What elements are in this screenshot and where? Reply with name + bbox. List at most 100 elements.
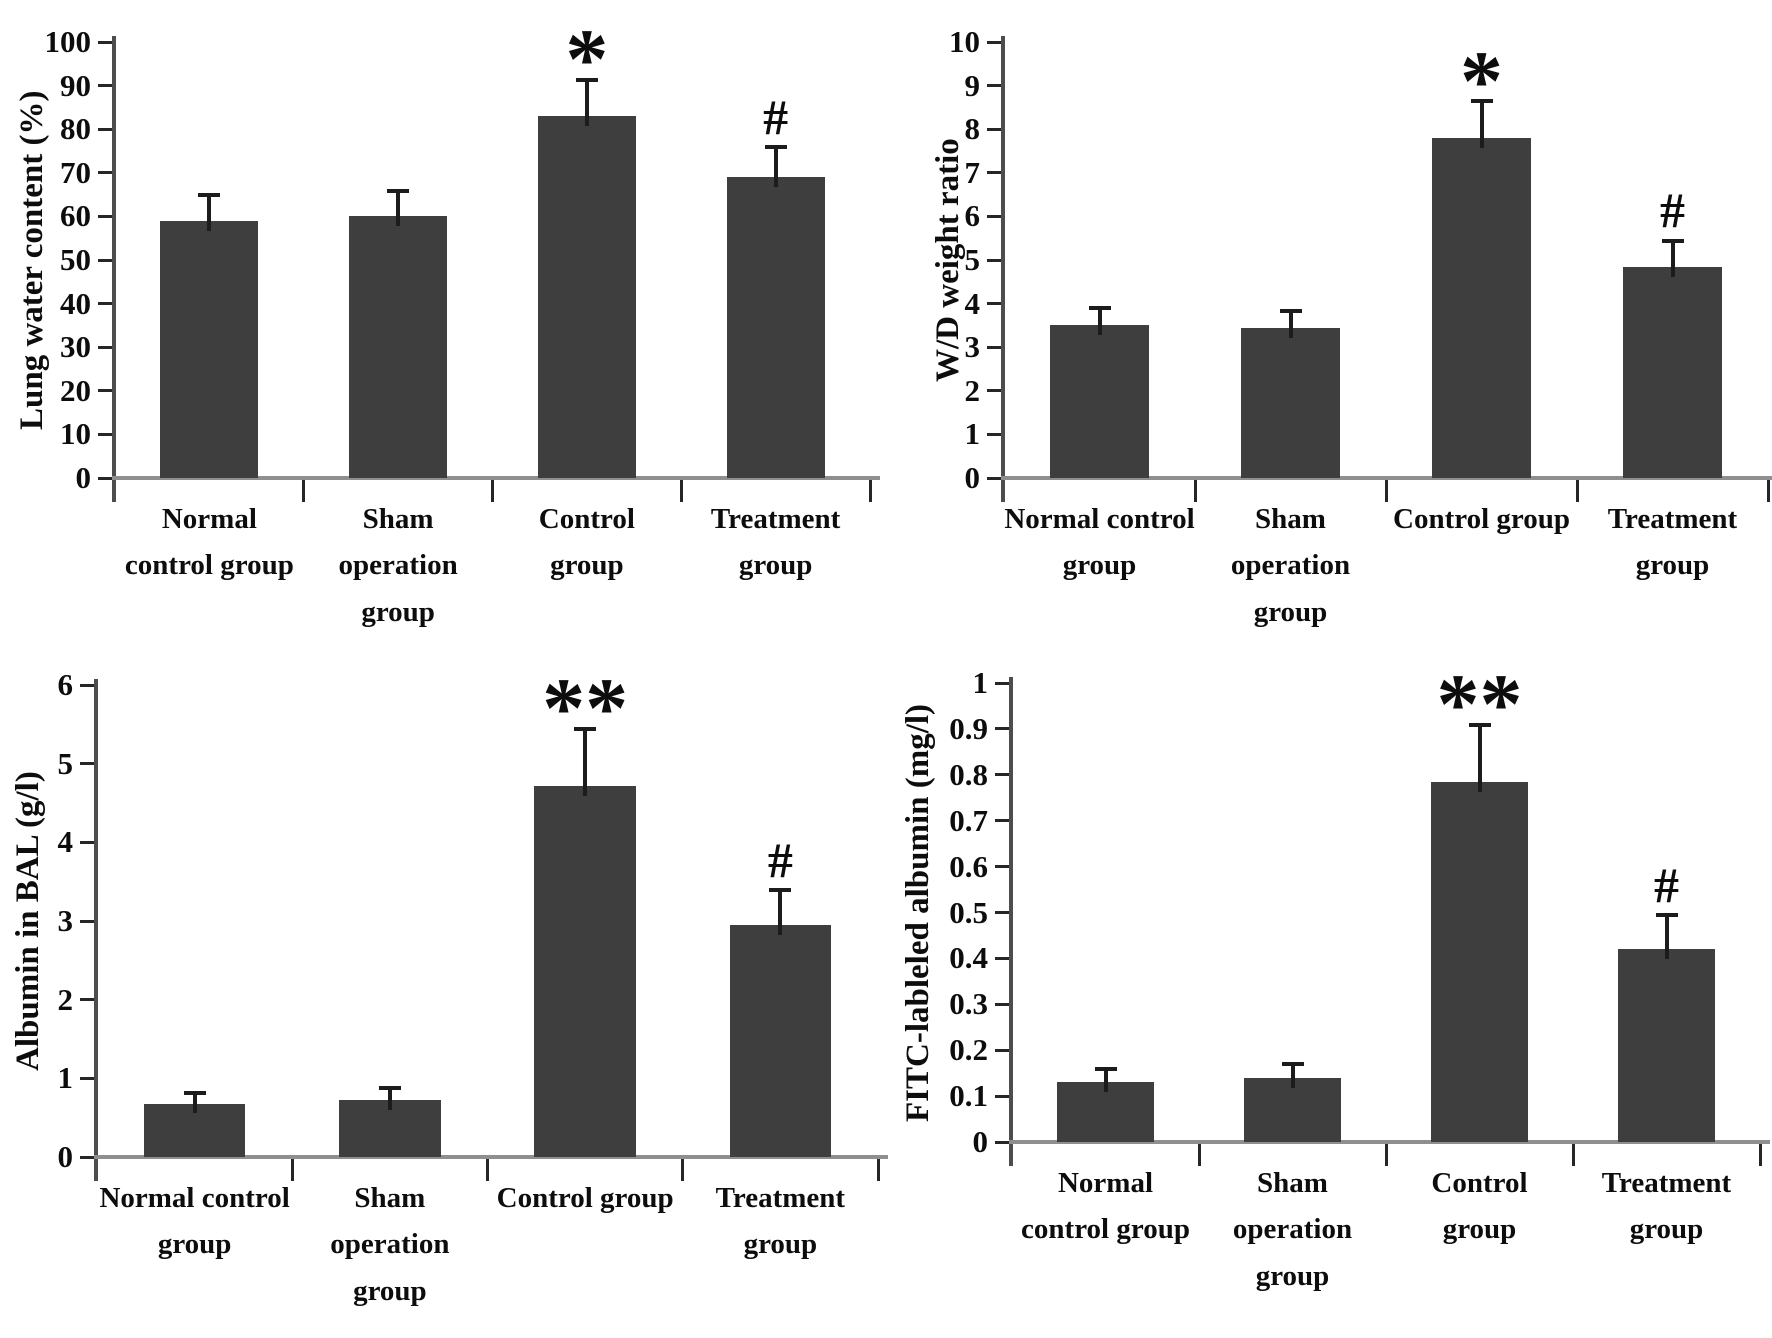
- y-tick-label: 2: [57, 981, 74, 1017]
- x-axis-labels: Normal control group Sham operation group Con…: [1012, 1142, 1760, 1299]
- y-tick-label: 10: [949, 24, 980, 59]
- bar: [1430, 781, 1529, 1142]
- x-category-line: group: [1253, 595, 1328, 628]
- x-category-label: Normal control group: [1004, 496, 1195, 635]
- y-tick: [987, 214, 1001, 218]
- significance-marker: *: [565, 11, 609, 108]
- x-category-line: operation: [330, 1228, 450, 1261]
- y-tick: [98, 258, 112, 262]
- x-category-line: Sham: [1255, 503, 1326, 535]
- error-bar: [778, 889, 783, 935]
- y-tick-label: 0.2: [949, 1032, 988, 1068]
- y-tick-label: 0.5: [949, 894, 988, 930]
- x-category-line: Treatment: [715, 1182, 846, 1214]
- y-tick: [98, 302, 112, 306]
- y-tick: [995, 956, 1009, 960]
- plot-area: 0 10 20 30 40 50 60 70 80 90 100 * #: [45, 16, 880, 502]
- y-axis-title: Lung water content (%): [14, 90, 50, 430]
- y-tick-label: 6: [964, 198, 981, 234]
- y-tick-label: 2: [964, 372, 981, 408]
- panel-lung-water-content: Lung water content (%) 0 10 20 30 40 50 60 70 80…: [0, 0, 886, 628]
- y-axis-title: W/D weight ratio: [930, 138, 966, 382]
- error-bar: [1103, 1068, 1108, 1093]
- y-tick-label: 50: [60, 242, 91, 277]
- error-bar: [207, 194, 212, 231]
- y-axis-line: [1009, 677, 1013, 1166]
- x-category-line: control group: [124, 549, 294, 582]
- x-category-line: Normal: [1057, 1167, 1154, 1199]
- x-tick: [1197, 1144, 1201, 1166]
- error-bar-cap: [387, 188, 410, 193]
- significance-marker: #: [767, 831, 793, 888]
- panel-wd-weight-ratio: W/D weight ratio 0 1 2 3 4 5 6 7 8 9 10 * # Normal c…: [886, 0, 1772, 628]
- error-bar: [1477, 724, 1482, 792]
- y-tick: [987, 84, 1001, 88]
- y-tick: [987, 40, 1001, 44]
- y-tick-label: 6: [57, 667, 74, 702]
- x-category-line: group: [743, 1228, 818, 1261]
- y-axis-title: Albumin in BAL (g/l): [10, 771, 46, 1071]
- bar: [1617, 949, 1716, 1142]
- error-bar: [1290, 1063, 1295, 1088]
- x-category-line: Normal: [161, 503, 257, 535]
- x-category-label: Control group: [493, 496, 682, 635]
- y-tick: [98, 40, 112, 44]
- y-tick: [98, 345, 112, 349]
- x-category-label: Normal control group: [97, 1175, 292, 1314]
- y-tick-label: 9: [964, 67, 981, 103]
- plot-wrap: 0 1 2 3 4 5 6 ** # Normal control group Sham operat…: [58, 600, 888, 1314]
- plot-area: 0 0.1 0.2 0.3 0.4 0.5 0.6 0.7 0.8 0.9 1 ** #: [949, 661, 1770, 1166]
- x-category-line: Control group: [1393, 503, 1570, 535]
- bar: [1240, 327, 1341, 478]
- y-tick-label: 5: [964, 242, 981, 277]
- x-category-label: Control group: [1386, 496, 1577, 635]
- y-tick-label: 0.4: [949, 940, 988, 976]
- y-tick: [98, 476, 112, 480]
- error-bar: [1479, 100, 1484, 148]
- y-tick: [98, 432, 112, 436]
- error-bar: [1288, 310, 1293, 338]
- y-tick: [98, 84, 112, 88]
- error-bar-cap: [1094, 1067, 1117, 1072]
- x-category-line: control group: [1021, 1213, 1190, 1246]
- plot-wrap: 0 0.1 0.2 0.3 0.4 0.5 0.6 0.7 0.8 0.9 1 ** # Normal c…: [949, 600, 1770, 1299]
- x-category-label: Sham operation group: [292, 1175, 487, 1314]
- x-category-label: Sham operation group: [1195, 496, 1386, 635]
- x-category-line: group: [1629, 1213, 1704, 1246]
- x-category-label: Treatment group: [1577, 496, 1768, 635]
- x-tick: [868, 480, 872, 502]
- y-tick: [995, 1048, 1009, 1052]
- y-tick-label: 4: [57, 824, 74, 860]
- y-tick: [987, 127, 1001, 131]
- y-tick-label: 0.1: [949, 1078, 988, 1114]
- plot-wrap: 0 1 2 3 4 5 6 7 8 9 10 * # Normal control group Sham op…: [949, 0, 1772, 635]
- y-tick-label: 1: [57, 1060, 74, 1096]
- x-category-line: group: [550, 549, 624, 582]
- x-category-label: Sham operation group: [304, 496, 493, 635]
- x-category-label: Control group: [488, 1175, 683, 1314]
- x-category-label: Sham operation group: [1199, 1160, 1386, 1299]
- y-tick-label: 0: [75, 460, 92, 495]
- error-bar-cap: [769, 888, 792, 893]
- significance-marker: #: [1660, 182, 1685, 239]
- y-tick: [987, 258, 1001, 262]
- error-bar-cap: [1281, 1062, 1304, 1067]
- significance-marker: **: [1436, 656, 1523, 753]
- panel-albumin-in-bal: Albumin in BAL (g/l) 0 1 2 3 4 5 6 ** # Normal c…: [0, 600, 888, 1338]
- y-tick: [987, 302, 1001, 306]
- y-tick-label: 0.6: [949, 848, 988, 884]
- y-tick-label: 0.8: [949, 756, 988, 792]
- y-tick-label: 0: [964, 460, 981, 495]
- x-category-line: group: [1635, 549, 1710, 582]
- x-tick: [1766, 480, 1770, 502]
- y-tick: [80, 1076, 94, 1080]
- x-tick: [290, 1159, 294, 1181]
- x-tick: [679, 480, 683, 502]
- y-tick-label: 0: [972, 1124, 989, 1159]
- error-bar-cap: [1661, 238, 1684, 243]
- y-tick: [987, 389, 1001, 393]
- y-tick: [98, 389, 112, 393]
- error-bar: [773, 146, 778, 188]
- x-tick: [491, 480, 494, 502]
- y-tick: [98, 127, 112, 131]
